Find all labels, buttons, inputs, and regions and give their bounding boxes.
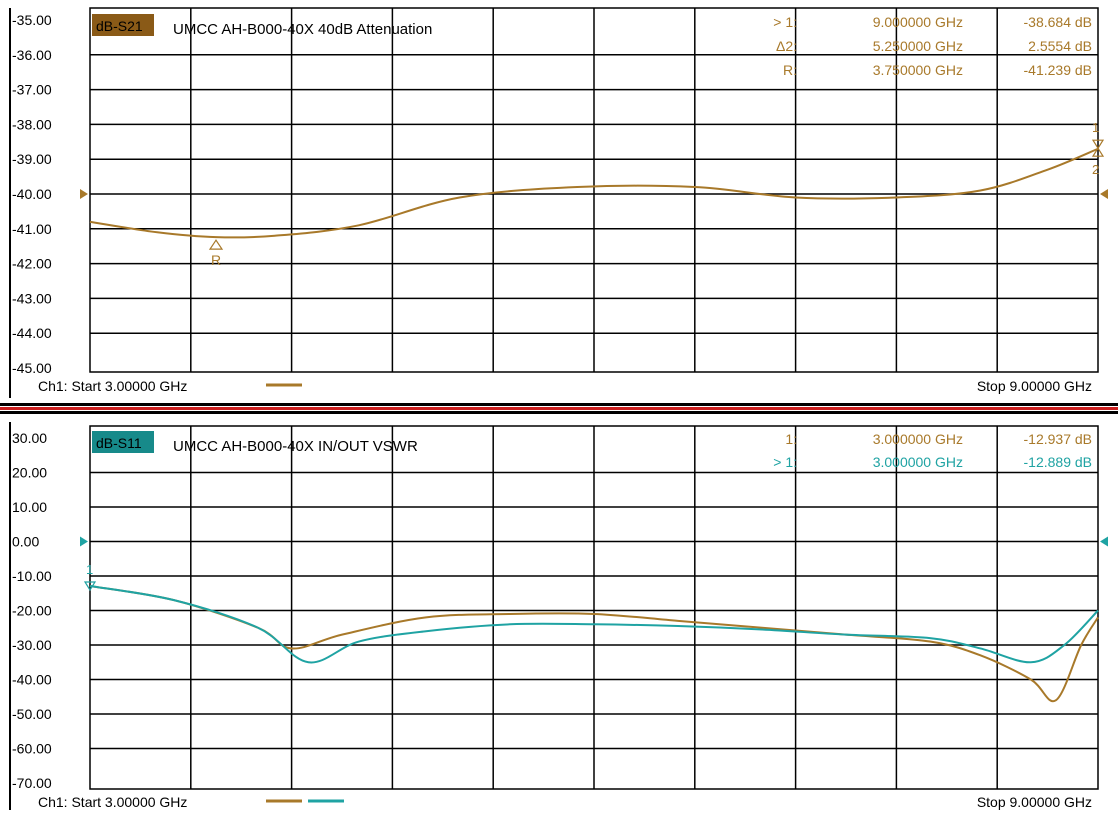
top-chart-title: UMCC AH-B000-40X 40dB Attenuation (173, 21, 432, 38)
top-stop-label: Stop 9.00000 GHz (977, 378, 1092, 394)
bottom-start-label: Ch1: Start 3.00000 GHz (38, 794, 187, 810)
top-y-tick-label: -41.00 (12, 221, 52, 237)
bot-y-tick-label: 30.00 (12, 430, 47, 446)
bottom-marker-readout-name-1: > 1: (773, 454, 797, 470)
bot-y-tick-label: -10.00 (12, 568, 52, 584)
bottom-grid (90, 426, 1098, 789)
bot-ref-arrow-right (1100, 536, 1108, 547)
top-ref-arrow-left (80, 189, 88, 199)
top-traces (89, 147, 1099, 239)
divider-black-bottom (0, 411, 1118, 414)
bot-y-tick-label: -20.00 (12, 603, 52, 619)
bot-y-tick-label: -60.00 (12, 741, 52, 757)
top-y-tick-label: -37.00 (12, 82, 52, 98)
top-marker-label-R: R (211, 252, 221, 268)
top-marker-symbol-2 (1091, 147, 1105, 157)
top-marker-readout-freq-1: 5.250000 GHz (873, 38, 963, 54)
bottom-marker-readout-freq-0: 3.000000 GHz (873, 431, 963, 447)
divider-red (0, 407, 1118, 410)
top-marker-readout-value-2: -41.239 dB (1024, 62, 1093, 78)
top-y-tick-label: -43.00 (12, 290, 52, 306)
top-start-label: Ch1: Start 3.00000 GHz (38, 378, 187, 394)
bottom-channel-label-bg (92, 431, 154, 453)
bot-trace-1 (89, 585, 1099, 664)
top-marker-label-1: 1 (1092, 120, 1099, 135)
bottom-chart-title: UMCC AH-B000-40X IN/OUT VSWR (173, 438, 418, 455)
top-trace-0 (89, 147, 1099, 239)
bottom-marker-readout-freq-1: 3.000000 GHz (873, 454, 963, 470)
bot-y-tick-label: -50.00 (12, 706, 52, 722)
top-marker-symbol-1 (1091, 139, 1105, 150)
top-y-tick-label: -35.00 (12, 12, 52, 28)
top-marker-readout-value-0: -38.684 dB (1024, 14, 1093, 30)
bottom-traces (89, 585, 1099, 703)
top-marker-readout-freq-2: 3.750000 GHz (873, 62, 963, 78)
bot-marker-label-1: 1 (86, 562, 93, 577)
bottom-marker-readout-value-0: -12.937 dB (1024, 431, 1093, 447)
top-marker-readout-name-0: > 1: (773, 14, 797, 30)
top-y-tick-label: -44.00 (12, 325, 52, 341)
bottom-marker-readout-name-0: 1: (785, 431, 797, 447)
bottom-channel-label: dB-S11 (96, 435, 142, 451)
divider-black-top (0, 403, 1118, 406)
bot-y-tick-label: -30.00 (12, 637, 52, 653)
bot-y-tick-label: 10.00 (12, 499, 47, 515)
top-marker-readout-freq-0: 9.000000 GHz (873, 14, 963, 30)
top-marker-readout-name-1: Δ2: (776, 38, 797, 54)
bottom-markers: 1 (83, 562, 97, 592)
bottom-stop-label: Stop 9.00000 GHz (977, 794, 1092, 810)
top-markers: R 1 2 (208, 120, 1105, 268)
chart-s21: -35.00 -36.00 -37.00 -38.00 -39.00 -40.00 -41.… (9, 7, 1108, 398)
top-marker-readout-name-2: R: (783, 62, 797, 78)
bot-marker-symbol-1 (83, 581, 97, 592)
top-reference-arrows (80, 189, 1108, 199)
top-y-tick-label: -40.00 (12, 186, 52, 202)
top-y-tick-label: -45.00 (12, 360, 52, 376)
bot-y-tick-label: -40.00 (12, 672, 52, 688)
top-grid (90, 8, 1098, 372)
bot-y-tick-label: 20.00 (12, 465, 47, 481)
top-channel-label: dB-S21 (96, 18, 143, 34)
bottom-marker-readout-value-1: -12.889 dB (1024, 454, 1093, 470)
bottom-y-tick-labels: 30.00 20.00 10.00 0.00 -10.00 -20.00 -30.00 -40… (12, 430, 52, 791)
bot-y-tick-label: -70.00 (12, 775, 52, 791)
top-ref-arrow-right (1100, 189, 1108, 199)
chart-s11: 30.00 20.00 10.00 0.00 -10.00 -20.00 -30.00 -40… (9, 422, 1108, 810)
chart-divider (0, 403, 1118, 414)
top-channel-label-bg (92, 14, 154, 36)
bot-ref-arrow-left (80, 536, 88, 547)
top-marker-R-symbol (208, 239, 224, 250)
bottom-reference-arrows (80, 536, 1108, 547)
top-y-tick-label: -36.00 (12, 47, 52, 63)
top-y-tick-labels: -35.00 -36.00 -37.00 -38.00 -39.00 -40.00 -41.… (12, 12, 52, 376)
top-y-tick-label: -42.00 (12, 256, 52, 272)
top-marker-label-2: 2 (1092, 162, 1099, 177)
top-y-tick-label: -39.00 (12, 151, 52, 167)
top-y-tick-label: -38.00 (12, 116, 52, 132)
top-marker-readout-value-1: 2.5554 dB (1028, 38, 1092, 54)
bot-y-tick-label: 0.00 (12, 534, 39, 550)
